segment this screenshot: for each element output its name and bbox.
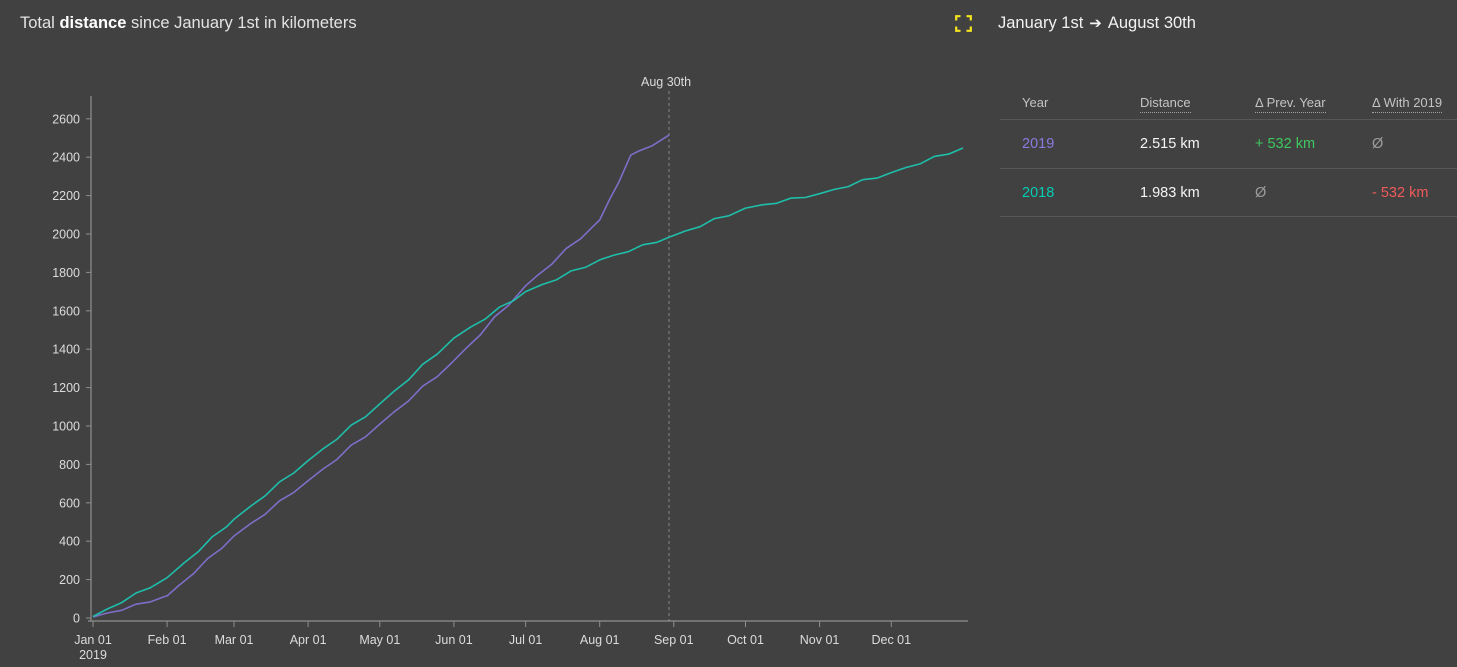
x-axis-label: Sep 01 xyxy=(654,633,694,647)
y-axis-label: 2000 xyxy=(52,228,80,242)
comparison-table: Year Distance Δ Prev. Year Δ With 2019 2… xyxy=(1000,75,1457,217)
title-emphasis: distance xyxy=(59,14,127,32)
column-header-distance[interactable]: Distance xyxy=(1140,95,1255,119)
x-axis-sub-label: 2019 xyxy=(79,648,107,662)
y-axis-label: 2600 xyxy=(52,112,80,126)
x-axis-label: Aug 01 xyxy=(580,633,620,647)
arrow-right-icon: ➔ xyxy=(1089,15,1102,32)
series-line-2018[interactable] xyxy=(92,147,964,618)
x-axis-label: Mar 01 xyxy=(215,633,254,647)
chart-canvas: 0 200 400 600 800 1000 1200 1400 1600 1800 2000 220… xyxy=(52,75,968,662)
year-label-2018: 2018 xyxy=(1022,184,1055,201)
title-suffix: since January 1st in kilometers xyxy=(126,14,357,32)
delta-with-2019-row2: - 532 km xyxy=(1372,184,1429,201)
x-axis-label: Apr 01 xyxy=(290,633,327,647)
date-range-title: January 1st ➔ August 30th xyxy=(998,14,1196,33)
x-axis-label: Jul 01 xyxy=(509,633,542,647)
table-header-row: Year Distance Δ Prev. Year Δ With 2019 xyxy=(1000,75,1457,119)
x-axis-label: Jun 01 xyxy=(435,633,473,647)
x-axis-label: May 01 xyxy=(359,633,400,647)
table-row-2018[interactable]: 2018 1.983 km Ø - 532 km xyxy=(1000,168,1457,217)
x-axis-label: Nov 01 xyxy=(800,633,840,647)
y-axis-label: 0 xyxy=(73,612,80,626)
table-row-2019[interactable]: 2019 2.515 km + 532 km Ø xyxy=(1000,119,1457,168)
fullscreen-icon-glyph xyxy=(955,15,972,32)
annotation-label: Aug 30th xyxy=(641,75,691,89)
year-label-2019: 2019 xyxy=(1022,136,1055,152)
y-axis-label: 1200 xyxy=(52,381,80,395)
column-header-delta-prev-year[interactable]: Δ Prev. Year xyxy=(1255,95,1372,119)
column-header-year: Year xyxy=(1022,95,1049,110)
distance-value-2018: 1.983 km xyxy=(1140,184,1200,201)
distance-value-2019: 2.515 km xyxy=(1140,136,1200,152)
x-axis-label: Dec 01 xyxy=(871,633,911,647)
x-axis-label: Feb 01 xyxy=(148,633,187,647)
y-axis-label: 2200 xyxy=(52,189,80,203)
x-axis-label: Oct 01 xyxy=(727,633,764,647)
y-axis-label: 2400 xyxy=(52,151,80,165)
fullscreen-icon[interactable] xyxy=(955,15,972,32)
delta-prev-2019: + 532 km xyxy=(1255,136,1316,152)
y-axis-label: 200 xyxy=(59,573,80,587)
delta-prev-2018: Ø xyxy=(1255,184,1267,201)
y-axis-label: 1400 xyxy=(52,343,80,357)
y-axis-label: 1600 xyxy=(52,304,80,318)
page-title: Total distance since January 1st in kilo… xyxy=(20,14,357,33)
y-axis-label: 1800 xyxy=(52,266,80,280)
range-end: August 30th xyxy=(1107,14,1196,32)
title-prefix: Total xyxy=(20,14,60,32)
y-axis-label: 800 xyxy=(59,458,80,472)
range-start: January 1st xyxy=(998,14,1084,32)
x-axis-label: Jan 01 xyxy=(74,633,112,647)
y-axis-label: 600 xyxy=(59,496,80,510)
delta-with-2019-row1: Ø xyxy=(1372,136,1384,152)
series-line-2019[interactable] xyxy=(92,134,670,618)
column-header-delta-with-2019[interactable]: Δ With 2019 xyxy=(1372,95,1457,119)
y-axis-label: 1000 xyxy=(52,420,80,434)
y-axis-label: 400 xyxy=(59,535,80,549)
distance-line-chart[interactable]: 0 200 400 600 800 1000 1200 1400 1600 1800 2000 220… xyxy=(0,0,985,667)
